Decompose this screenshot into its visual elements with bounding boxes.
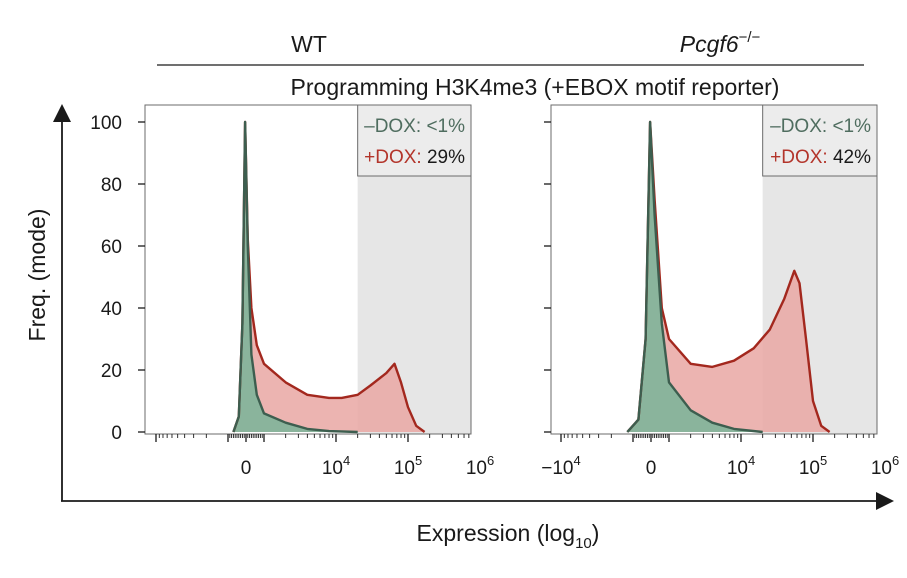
x-tick-label: 106 xyxy=(871,453,899,479)
x-axis-title-main: Expression (log xyxy=(417,520,576,546)
annotation-box xyxy=(357,104,472,177)
header-ko-label: Pcgf6−/− xyxy=(680,29,761,57)
x-tick-label: 105 xyxy=(394,453,422,479)
x-tick-label: 0 xyxy=(646,458,657,479)
minus-dox-line xyxy=(626,120,763,434)
x-tick-label: 106 xyxy=(466,453,494,479)
panel-wt: 0 104 105 106 –DOX: <1% +DOX: 29% xyxy=(138,104,494,479)
y-tick-label: 0 xyxy=(111,423,122,444)
x-tick-label: 105 xyxy=(799,453,827,479)
plus-dox-area xyxy=(627,122,830,432)
x-tick-label: −104 xyxy=(541,453,580,479)
annotation-box xyxy=(762,104,878,177)
y-tick-label: 80 xyxy=(101,175,122,196)
panel-frame xyxy=(144,104,472,435)
header-ko-superscript: −/− xyxy=(739,29,761,46)
y-axis-title: Freq. (mode) xyxy=(24,209,50,342)
x-axis-title-sub: 10 xyxy=(575,535,592,552)
panel-pcgf6-ko: −104 0 104 105 106 –DOX: <1% +DOX: 42% xyxy=(541,104,899,479)
header-wt-label: WT xyxy=(291,31,327,57)
plus-dox-annotation: +DOX: 29% xyxy=(364,147,465,168)
minus-dox-annotation: –DOX: <1% xyxy=(770,116,871,137)
y-tick-label: 40 xyxy=(101,299,122,320)
y-tick-label: 100 xyxy=(90,113,122,134)
minus-dox-annotation: –DOX: <1% xyxy=(364,116,465,137)
x-axis-title-close: ) xyxy=(592,520,600,546)
minus-dox-line xyxy=(232,120,358,434)
header-ko-gene: Pcgf6 xyxy=(680,31,739,57)
plus-dox-annotation: +DOX: 42% xyxy=(770,147,871,168)
minus-dox-area xyxy=(627,122,763,432)
x-tick-label: 104 xyxy=(322,453,350,479)
header-subtitle: Programming H3K4me3 (+EBOX motif reporte… xyxy=(291,74,780,100)
y-tick-labels: 0 20 40 60 80 100 xyxy=(90,113,122,444)
y-tick-label: 60 xyxy=(101,237,122,258)
x-tick-label: 104 xyxy=(727,453,755,479)
y-tick-label: 20 xyxy=(101,361,122,382)
minus-dox-area xyxy=(233,122,358,432)
x-axis-title: Expression (log10) xyxy=(417,520,600,552)
x-tick-label: 0 xyxy=(241,458,252,479)
panel-frame xyxy=(550,104,878,435)
